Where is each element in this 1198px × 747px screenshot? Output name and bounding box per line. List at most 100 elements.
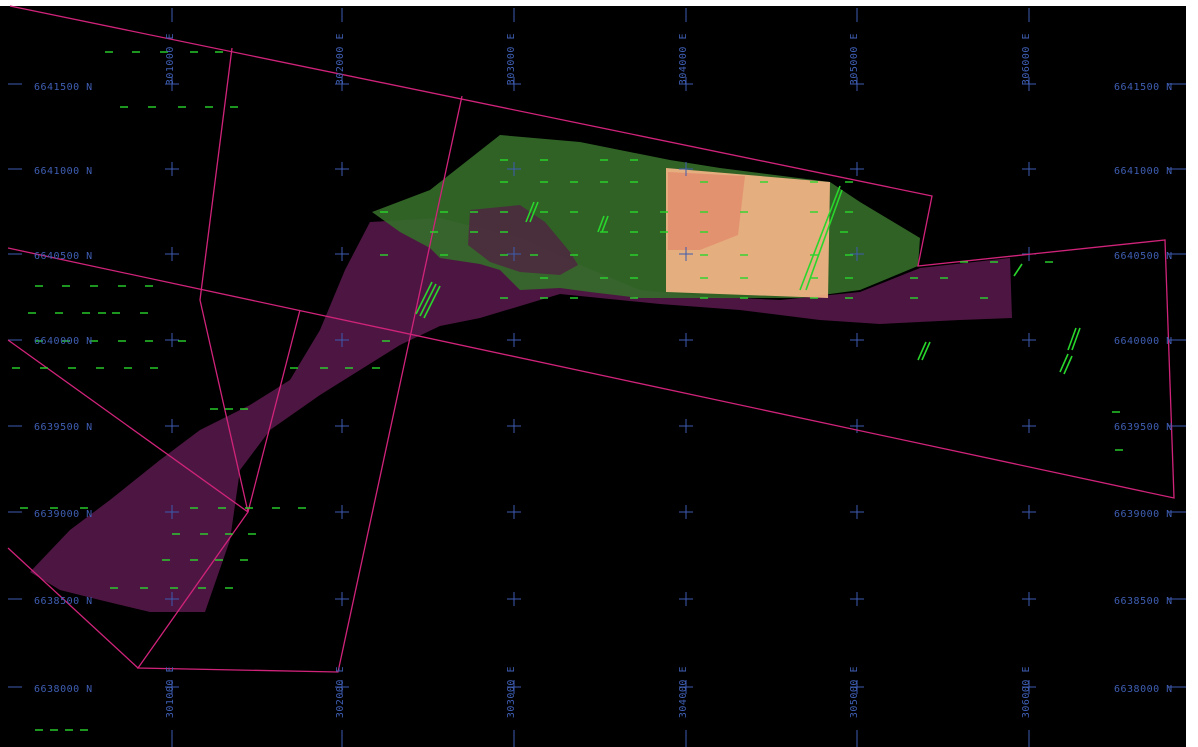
highlight-block (666, 168, 830, 298)
grid-cross (679, 333, 693, 347)
drillhole-fan (1071, 327, 1081, 351)
northing-label-right: 6638000 N (1114, 684, 1173, 695)
northing-label-right: 6641500 N (1114, 82, 1173, 93)
grid-cross (1022, 505, 1036, 519)
grid-cross (507, 680, 521, 694)
grid-cross (507, 333, 521, 347)
easting-label-bottom: 303000 E (506, 666, 517, 718)
northing-label-right: 6639500 N (1114, 422, 1173, 433)
northing-label-right: 6640000 N (1114, 336, 1173, 347)
grid-cross (1022, 592, 1036, 606)
grid-cross (679, 419, 693, 433)
grid-cross (679, 680, 693, 694)
grid-crosses (165, 77, 1036, 694)
grid-cross (507, 247, 521, 261)
grid-cross (679, 505, 693, 519)
drillhole-fan (601, 215, 609, 233)
drillhole-traces (12, 51, 1123, 731)
easting-label-bottom: 301000 E (165, 666, 176, 718)
easting-label-top: 303000 E (506, 33, 517, 85)
drillhole-fan (921, 341, 931, 361)
grid-cross (1022, 680, 1036, 694)
drillhole-fan (1013, 263, 1023, 277)
grid-cross (335, 592, 349, 606)
grid-cross (679, 247, 693, 261)
highlight-block-shade (668, 172, 745, 250)
northing-label-left: 6638500 N (34, 596, 93, 607)
grid-cross (850, 162, 864, 176)
easting-label-bottom: 306000 E (1021, 666, 1032, 718)
northing-label-right: 6638500 N (1114, 596, 1173, 607)
upper-zone-inner-hole (468, 205, 578, 275)
grid-cross (507, 162, 521, 176)
drillhole-fan (1067, 327, 1077, 351)
grid-cross (335, 419, 349, 433)
grid-cross (335, 680, 349, 694)
grid-cross (1022, 419, 1036, 433)
grid-cross (507, 419, 521, 433)
drillhole-fan (917, 341, 927, 361)
tenement-boundary-corner (7, 547, 139, 669)
northing-label-right: 6639000 N (1114, 509, 1173, 520)
easting-label-bottom: 304000 E (678, 666, 689, 718)
easting-label-bottom: 302000 E (335, 666, 346, 718)
grid-cross (850, 505, 864, 519)
drillhole-fan (1063, 355, 1073, 375)
easting-label-top: 306000 E (1021, 33, 1032, 85)
northing-label-left: 6639500 N (34, 422, 93, 433)
grid-cross (850, 592, 864, 606)
northing-label-left: 6638000 N (34, 684, 93, 695)
drillhole-fan (1059, 353, 1069, 373)
grid-cross (335, 162, 349, 176)
grid-cross (507, 77, 521, 91)
drillhole-fan (799, 185, 841, 291)
northing-label-left: 6640000 N (34, 336, 93, 347)
grid-cross (165, 333, 179, 347)
drillhole-fan (415, 281, 433, 315)
easting-label-top: 305000 E (849, 33, 860, 85)
grid-cross (335, 333, 349, 347)
grid-cross (165, 77, 179, 91)
drillhole-fan (805, 189, 843, 291)
grid-cross (507, 505, 521, 519)
grid-cross (165, 419, 179, 433)
grid-cross (679, 592, 693, 606)
northing-label-right: 6641000 N (1114, 166, 1173, 177)
northing-label-left: 6641000 N (34, 166, 93, 177)
grid-cross (165, 680, 179, 694)
northing-label-right: 6640500 N (1114, 251, 1173, 262)
tenement-boundary-west-block (136, 47, 463, 673)
grid-cross (679, 162, 693, 176)
grid-cross (165, 592, 179, 606)
grid-cross (1022, 162, 1036, 176)
lower-zone-solid (30, 218, 1012, 612)
grid-cross (335, 505, 349, 519)
grid-cross (850, 333, 864, 347)
grid-cross (850, 247, 864, 261)
grid-cross (850, 680, 864, 694)
grid-cross (165, 505, 179, 519)
grid-cross (165, 162, 179, 176)
northing-label-left: 6639000 N (34, 509, 93, 520)
northing-label-left: 6640500 N (34, 251, 93, 262)
drillhole-fan (597, 215, 605, 233)
drillhole-fan (525, 201, 535, 223)
easting-label-top: 302000 E (335, 33, 346, 85)
grid-cross (335, 247, 349, 261)
grid-cross (165, 247, 179, 261)
map-background (0, 6, 1186, 747)
edge-ticks (8, 8, 1186, 747)
grid-cross (335, 77, 349, 91)
tenement-boundary-north (7, 5, 1175, 499)
tenement-boundary-mid (247, 309, 301, 513)
grid-cross (850, 77, 864, 91)
grid-cross (507, 592, 521, 606)
grid-cross (1022, 333, 1036, 347)
easting-label-top: 304000 E (678, 33, 689, 85)
easting-label-top: 301000 E (165, 33, 176, 85)
grid-cross (1022, 77, 1036, 91)
drillhole-fan (419, 283, 437, 317)
drillhole-fan (423, 285, 441, 319)
